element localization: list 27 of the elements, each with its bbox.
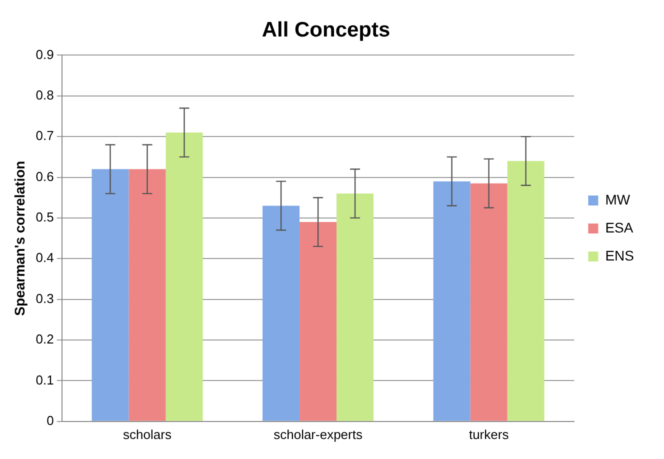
y-tick-label: 0.5 — [36, 210, 54, 225]
chart-title: All Concepts — [262, 18, 390, 42]
bar — [300, 222, 337, 421]
y-tick-label: 0.1 — [36, 372, 54, 388]
bar — [262, 206, 300, 421]
bar — [336, 194, 374, 421]
x-tick-label: turkers — [468, 426, 510, 442]
y-tick-label: 0.7 — [36, 128, 54, 144]
y-axis-title: Spearman's correlation — [11, 160, 28, 316]
bar — [128, 169, 166, 421]
y-tick-label: 0.2 — [36, 332, 54, 347]
legend-label: ENS — [605, 247, 634, 264]
bar — [433, 181, 470, 421]
bar — [166, 132, 203, 421]
y-tick-label: 0.4 — [36, 250, 54, 266]
legend-label: MW — [605, 191, 631, 208]
y-tick-label: 0 — [46, 412, 54, 428]
legend-label: ESA — [605, 219, 634, 236]
y-tick-label: 0.8 — [36, 87, 54, 102]
y-tick-label: 0.6 — [36, 168, 54, 184]
bar — [470, 183, 508, 421]
y-tick-label: 0.3 — [36, 290, 54, 306]
x-tick-label: scholar-experts — [274, 426, 363, 442]
bar — [507, 160, 544, 421]
x-tick-label: scholars — [123, 426, 172, 442]
y-tick-label: 0.9 — [36, 46, 54, 62]
bar — [92, 169, 129, 421]
